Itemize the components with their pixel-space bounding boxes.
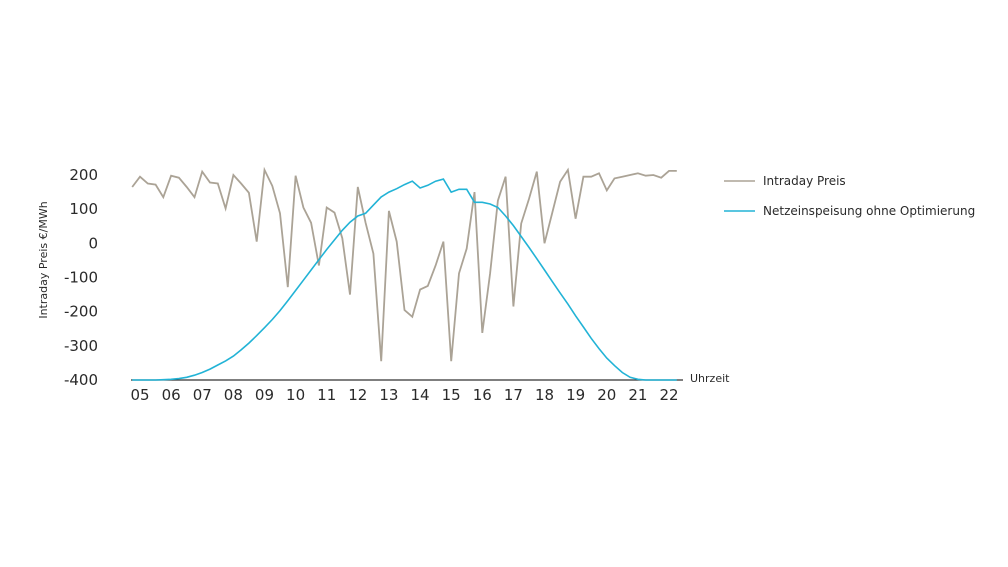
- x-tick-label: 08: [224, 386, 243, 404]
- x-tick-label: 11: [317, 386, 336, 404]
- x-tick-label: 09: [255, 386, 274, 404]
- y-tick-label: -200: [64, 303, 98, 321]
- x-tick-label: 10: [286, 386, 305, 404]
- y-tick-label: 100: [69, 200, 98, 218]
- y-tick-labels: 200 100 0 -100 -200 -300 -400: [64, 166, 98, 389]
- x-tick-label: 22: [659, 386, 678, 404]
- x-tick-label: 06: [162, 386, 181, 404]
- x-tick-label: 20: [597, 386, 616, 404]
- y-tick-label: -400: [64, 371, 98, 389]
- x-tick-labels: 05 06 07 08 09 10 11 12 13 14 15 16 17 18 19 20 21 22: [130, 386, 678, 404]
- y-tick-label: -300: [64, 337, 98, 355]
- x-tick-label: 19: [566, 386, 585, 404]
- y-axis-label: Intraday Preis €/MWh: [37, 201, 50, 318]
- x-tick-label: 12: [348, 386, 367, 404]
- x-tick-label: 07: [193, 386, 212, 404]
- legend: Intraday Preis Netzeinspeisung ohne Optim…: [724, 174, 975, 218]
- y-tick-label: 200: [69, 166, 98, 184]
- x-tick-label: 16: [473, 386, 492, 404]
- series-line-netzeinspeisung: [132, 178, 677, 381]
- x-tick-label: 13: [379, 386, 398, 404]
- x-tick-label: 18: [535, 386, 554, 404]
- x-tick-label: 14: [411, 386, 430, 404]
- series-lines: [131, 166, 677, 381]
- x-tick-label: 05: [130, 386, 149, 404]
- y-tick-label: 0: [88, 234, 98, 252]
- series-line-intraday-preis: [131, 166, 677, 362]
- y-tick-label: -100: [64, 269, 98, 287]
- x-tick-label: 15: [442, 386, 461, 404]
- legend-label: Intraday Preis: [763, 174, 846, 188]
- x-tick-label: 17: [504, 386, 523, 404]
- legend-label: Netzeinspeisung ohne Optimierung: [763, 204, 975, 218]
- x-axis-label: Uhrzeit: [690, 372, 730, 385]
- x-tick-label: 21: [628, 386, 647, 404]
